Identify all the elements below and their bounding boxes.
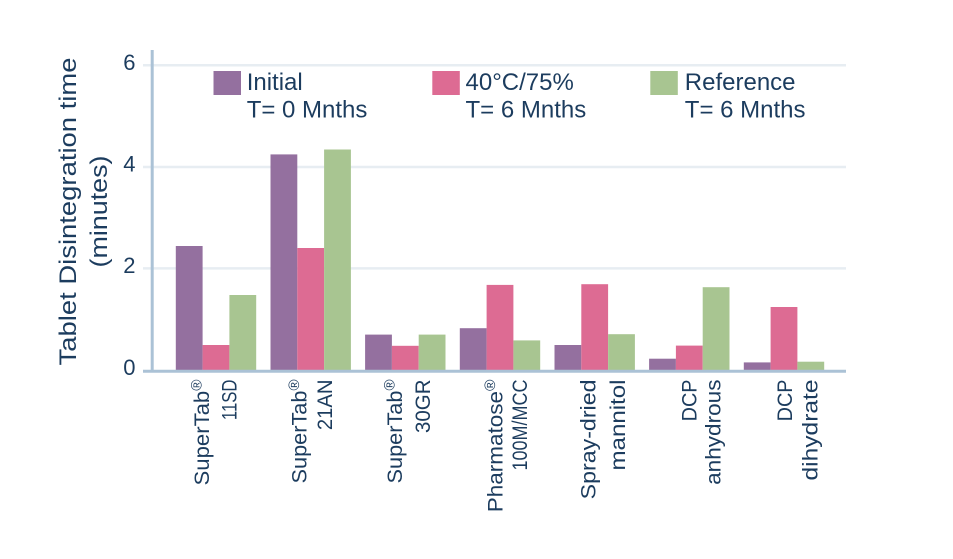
svg-text:SuperTab®: SuperTab® <box>190 379 215 485</box>
svg-text:T= 6 Mnths: T= 6 Mnths <box>466 96 587 123</box>
svg-text:11SD: 11SD <box>218 380 241 421</box>
svg-text:SuperTab®: SuperTab® <box>287 379 312 483</box>
svg-text:30GR: 30GR <box>412 380 435 434</box>
svg-text:dihydrate: dihydrate <box>799 380 822 481</box>
svg-text:Initial: Initial <box>247 69 303 96</box>
svg-text:SuperTab®: SuperTab® <box>383 379 408 483</box>
svg-text:T= 6 Mnths: T= 6 Mnths <box>685 96 806 123</box>
svg-text:Pharmatose®: Pharmatose® <box>483 379 508 512</box>
svg-text:(minutes): (minutes) <box>86 156 113 268</box>
svg-text:21AN: 21AN <box>314 380 337 431</box>
svg-text:DCP: DCP <box>679 380 702 422</box>
svg-text:mannitol: mannitol <box>607 380 630 471</box>
svg-text:anhydrous: anhydrous <box>703 380 726 485</box>
svg-text:Reference: Reference <box>685 69 796 96</box>
svg-text:40°C/75%: 40°C/75% <box>466 69 574 96</box>
svg-text:100M/MCC: 100M/MCC <box>509 380 532 471</box>
svg-text:Tablet Disintegration time: Tablet Disintegration time <box>55 58 82 366</box>
svg-text:2: 2 <box>123 253 135 278</box>
svg-text:0: 0 <box>123 355 135 380</box>
svg-text:Spray-dried: Spray-dried <box>578 380 601 500</box>
svg-text:DCP: DCP <box>774 380 797 422</box>
svg-text:T= 0 Mnths: T= 0 Mnths <box>247 96 368 123</box>
svg-text:4: 4 <box>123 152 135 177</box>
svg-text:6: 6 <box>123 50 135 75</box>
